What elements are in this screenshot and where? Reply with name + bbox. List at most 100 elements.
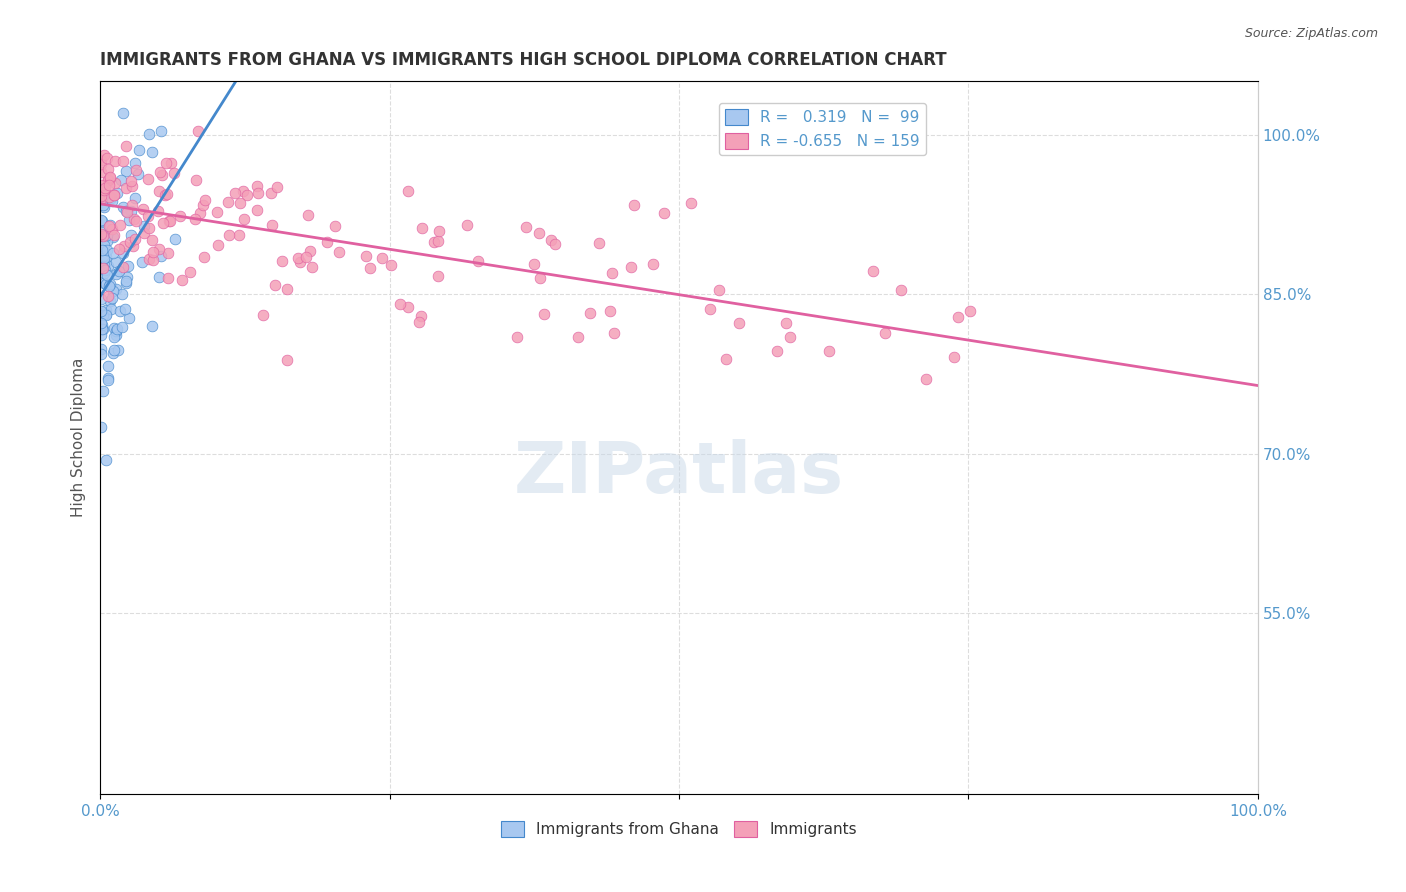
Point	[115, 164, 138, 178]
Point	[103, 343, 125, 357]
Point	[105, 322, 128, 336]
Point	[115, 180, 138, 194]
Point	[108, 264, 131, 278]
Point	[643, 257, 665, 271]
Point	[96, 277, 118, 291]
Point	[148, 204, 170, 219]
Point	[91, 260, 114, 275]
Point	[619, 260, 641, 274]
Point	[90, 318, 112, 332]
Point	[114, 138, 136, 153]
Point	[125, 213, 148, 227]
Point	[276, 352, 298, 367]
Point	[90, 420, 112, 434]
Point	[93, 258, 115, 272]
Point	[766, 343, 789, 358]
Point	[104, 267, 127, 281]
Point	[94, 308, 117, 322]
Point	[105, 186, 128, 200]
Point	[232, 185, 254, 199]
Point	[110, 286, 132, 301]
Point	[707, 283, 730, 297]
Point	[134, 219, 156, 233]
Point	[271, 253, 294, 268]
Point	[122, 211, 145, 226]
Point	[101, 346, 124, 360]
Point	[138, 127, 160, 141]
Point	[104, 325, 127, 339]
Point	[103, 330, 125, 344]
Point	[98, 190, 121, 204]
Point	[276, 282, 298, 296]
Point	[98, 170, 121, 185]
Point	[115, 269, 138, 284]
Point	[114, 301, 136, 316]
Point	[540, 233, 562, 247]
Point	[93, 183, 115, 197]
Point	[91, 259, 114, 273]
Point	[600, 266, 623, 280]
Point	[246, 203, 269, 218]
Point	[107, 343, 129, 357]
Point	[148, 184, 170, 198]
Point	[714, 352, 737, 367]
Point	[96, 227, 118, 241]
Legend: Immigrants from Ghana, Immigrants: Immigrants from Ghana, Immigrants	[495, 815, 863, 844]
Point	[90, 156, 112, 170]
Point	[90, 213, 112, 227]
Point	[229, 196, 252, 211]
Point	[105, 327, 128, 342]
Point	[90, 293, 112, 307]
Text: ZIPatlas: ZIPatlas	[515, 439, 844, 508]
Point	[153, 188, 176, 202]
Point	[149, 249, 172, 263]
Point	[93, 238, 115, 252]
Point	[91, 243, 114, 257]
Point	[142, 253, 165, 268]
Point	[188, 206, 211, 220]
Point	[97, 259, 120, 273]
Point	[93, 148, 115, 162]
Point	[90, 327, 112, 342]
Point	[159, 156, 181, 170]
Point	[124, 191, 146, 205]
Point	[301, 260, 323, 274]
Point	[90, 227, 112, 241]
Point	[122, 239, 145, 253]
Point	[114, 274, 136, 288]
Y-axis label: High School Diploma: High School Diploma	[72, 358, 86, 517]
Point	[295, 251, 318, 265]
Point	[193, 250, 215, 264]
Point	[389, 297, 412, 311]
Point	[141, 319, 163, 334]
Point	[263, 278, 285, 293]
Point	[506, 329, 529, 343]
Point	[90, 178, 112, 193]
Point	[148, 269, 170, 284]
Point	[224, 186, 246, 200]
Point	[91, 322, 114, 336]
Point	[90, 165, 112, 179]
Point	[93, 267, 115, 281]
Point	[163, 166, 186, 180]
Point	[603, 326, 626, 340]
Point	[96, 268, 118, 283]
Point	[207, 238, 229, 252]
Point	[103, 188, 125, 202]
Point	[354, 249, 377, 263]
Point	[97, 173, 120, 187]
Point	[96, 234, 118, 248]
Point	[186, 124, 208, 138]
Point	[98, 277, 121, 291]
Point	[98, 171, 121, 186]
Point	[115, 205, 138, 219]
Point	[152, 216, 174, 230]
Point	[131, 254, 153, 268]
Point	[93, 228, 115, 243]
Point	[652, 206, 675, 220]
Point	[149, 124, 172, 138]
Point	[91, 308, 114, 322]
Point	[94, 181, 117, 195]
Point	[228, 228, 250, 243]
Point	[246, 186, 269, 200]
